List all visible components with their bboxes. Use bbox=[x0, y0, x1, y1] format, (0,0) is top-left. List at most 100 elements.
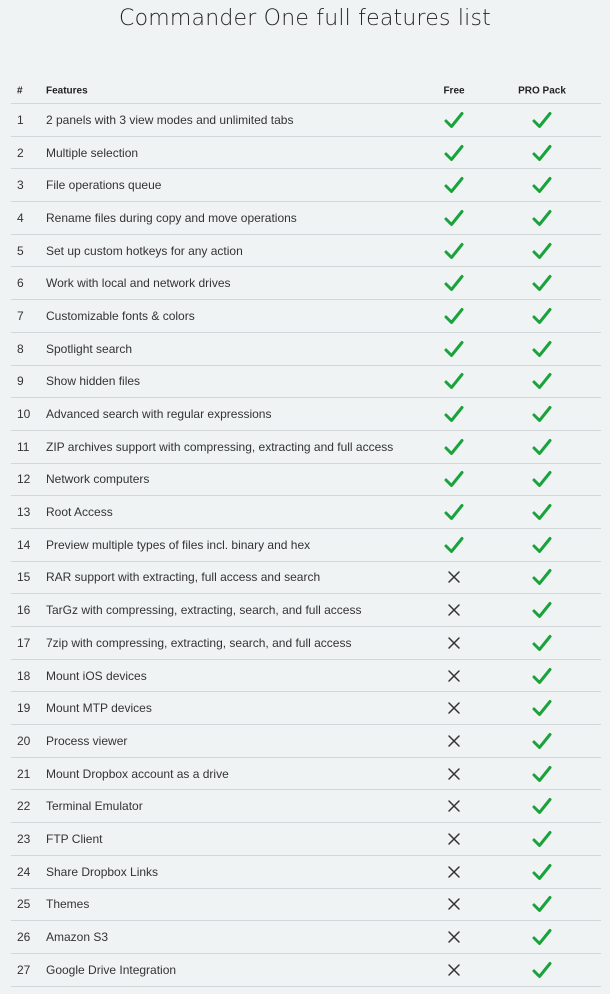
row-number: 26 bbox=[17, 930, 31, 945]
feature-name: FTP Client bbox=[46, 831, 103, 846]
free-cross-icon bbox=[447, 767, 461, 781]
header-pro: PRO Pack bbox=[518, 85, 566, 96]
table-row: 3 File operations queue bbox=[11, 169, 601, 203]
free-cross-icon bbox=[447, 603, 461, 617]
feature-name: Mount iOS devices bbox=[46, 668, 147, 683]
table-row: 15 RAR support with extracting, full acce… bbox=[11, 562, 601, 595]
feature-name: TarGz with compressing, extracting, sear… bbox=[46, 603, 362, 618]
pro-check-icon bbox=[532, 144, 552, 162]
pro-check-icon bbox=[532, 797, 552, 815]
row-number: 3 bbox=[17, 178, 24, 193]
pro-check-icon bbox=[532, 601, 552, 619]
table-row: 9 Show hidden files bbox=[11, 366, 601, 399]
free-check-icon bbox=[444, 242, 464, 260]
pro-check-icon bbox=[532, 863, 552, 881]
pro-check-icon bbox=[532, 176, 552, 194]
table-row: 2 Multiple selection bbox=[11, 137, 601, 170]
header-num: # bbox=[17, 85, 23, 96]
pro-check-icon bbox=[532, 928, 552, 946]
feature-name: Rename files during copy and move operat… bbox=[46, 210, 297, 225]
table-row: 5 Set up custom hotkeys for any action bbox=[11, 235, 601, 268]
table-row: 20 Process viewer bbox=[11, 725, 601, 758]
row-number: 16 bbox=[17, 603, 31, 618]
feature-name: Preview multiple types of files incl. bi… bbox=[46, 537, 311, 552]
row-number: 11 bbox=[17, 439, 30, 454]
row-number: 9 bbox=[17, 374, 24, 389]
feature-name: Work with local and network drives bbox=[46, 276, 231, 291]
pro-check-icon bbox=[532, 765, 552, 783]
pro-check-icon bbox=[532, 830, 552, 848]
pro-check-icon bbox=[532, 209, 552, 227]
free-cross-icon bbox=[447, 832, 461, 846]
free-check-icon bbox=[444, 503, 464, 521]
feature-name: Show hidden files bbox=[46, 374, 141, 389]
row-number: 2 bbox=[17, 145, 24, 160]
pro-check-icon bbox=[532, 699, 552, 717]
row-number: 21 bbox=[17, 766, 31, 781]
feature-name: RAR support with extracting, full access… bbox=[46, 570, 321, 585]
pro-check-icon bbox=[532, 568, 552, 586]
table-row: 24 Share Dropbox Links bbox=[11, 856, 601, 889]
table-row: 14 Preview multiple types of files incl. … bbox=[11, 529, 601, 562]
pro-check-icon bbox=[532, 634, 552, 652]
row-number: 17 bbox=[17, 635, 31, 650]
free-check-icon bbox=[444, 438, 464, 456]
feature-name: Mount MTP devices bbox=[46, 701, 152, 716]
header-features: Features bbox=[46, 85, 88, 96]
row-number: 20 bbox=[17, 733, 31, 748]
table-row: 1 2 panels with 3 view modes and unlimite… bbox=[11, 104, 601, 137]
free-cross-icon bbox=[447, 963, 461, 977]
header-free: Free bbox=[443, 85, 465, 96]
features-table: # Features Free PRO Pack 1 2 panels with … bbox=[11, 78, 601, 987]
feature-name: Amazon S3 bbox=[46, 930, 109, 945]
free-cross-icon bbox=[447, 930, 461, 944]
feature-name: Multiple selection bbox=[46, 145, 139, 160]
free-check-icon bbox=[444, 209, 464, 227]
pro-check-icon bbox=[532, 405, 552, 423]
feature-name: 2 panels with 3 view modes and unlimited… bbox=[46, 112, 294, 127]
row-number: 18 bbox=[17, 668, 31, 683]
row-number: 19 bbox=[17, 701, 31, 716]
row-number: 5 bbox=[17, 243, 24, 258]
feature-name: Terminal Emulator bbox=[46, 799, 143, 814]
feature-name: Share Dropbox Links bbox=[46, 864, 159, 879]
free-check-icon bbox=[444, 111, 464, 129]
row-number: 25 bbox=[17, 897, 31, 912]
free-cross-icon bbox=[447, 669, 461, 683]
feature-name: Root Access bbox=[46, 505, 113, 520]
feature-name: Process viewer bbox=[46, 733, 128, 748]
pro-check-icon bbox=[532, 372, 552, 390]
free-cross-icon bbox=[447, 734, 461, 748]
feature-name: Mount Dropbox account as a drive bbox=[46, 766, 229, 781]
row-number: 8 bbox=[17, 341, 24, 356]
pro-check-icon bbox=[532, 667, 552, 685]
free-check-icon bbox=[444, 470, 464, 488]
page-title: Commander One full features list bbox=[119, 6, 491, 31]
table-row: 11 ZIP archives support with compressing,… bbox=[11, 431, 601, 464]
table-row: 18 Mount iOS devices bbox=[11, 660, 601, 693]
free-check-icon bbox=[444, 274, 464, 292]
feature-name: Customizable fonts & colors bbox=[46, 308, 195, 323]
free-cross-icon bbox=[447, 570, 461, 584]
table-row: 21 Mount Dropbox account as a drive bbox=[11, 758, 601, 791]
feature-name: ZIP archives support with compressing, e… bbox=[46, 439, 394, 454]
feature-name: File operations queue bbox=[46, 178, 162, 193]
free-check-icon bbox=[444, 372, 464, 390]
table-row: 6 Work with local and network drives bbox=[11, 267, 601, 301]
pro-check-icon bbox=[532, 242, 552, 260]
free-cross-icon bbox=[447, 701, 461, 715]
free-cross-icon bbox=[447, 799, 461, 813]
table-row: 4 Rename files during copy and move opera… bbox=[11, 202, 601, 235]
table-body: 1 2 panels with 3 view modes and unlimite… bbox=[11, 104, 601, 987]
row-number: 24 bbox=[17, 864, 31, 879]
pro-check-icon bbox=[532, 895, 552, 913]
pro-check-icon bbox=[532, 307, 552, 325]
free-cross-icon bbox=[447, 636, 461, 650]
pro-check-icon bbox=[532, 438, 552, 456]
pro-check-icon bbox=[532, 111, 552, 129]
pro-check-icon bbox=[532, 536, 552, 554]
row-number: 6 bbox=[17, 276, 24, 291]
feature-name: Advanced search with regular expressions bbox=[46, 407, 272, 422]
pro-check-icon bbox=[532, 961, 552, 979]
feature-name: Spotlight search bbox=[46, 341, 133, 356]
